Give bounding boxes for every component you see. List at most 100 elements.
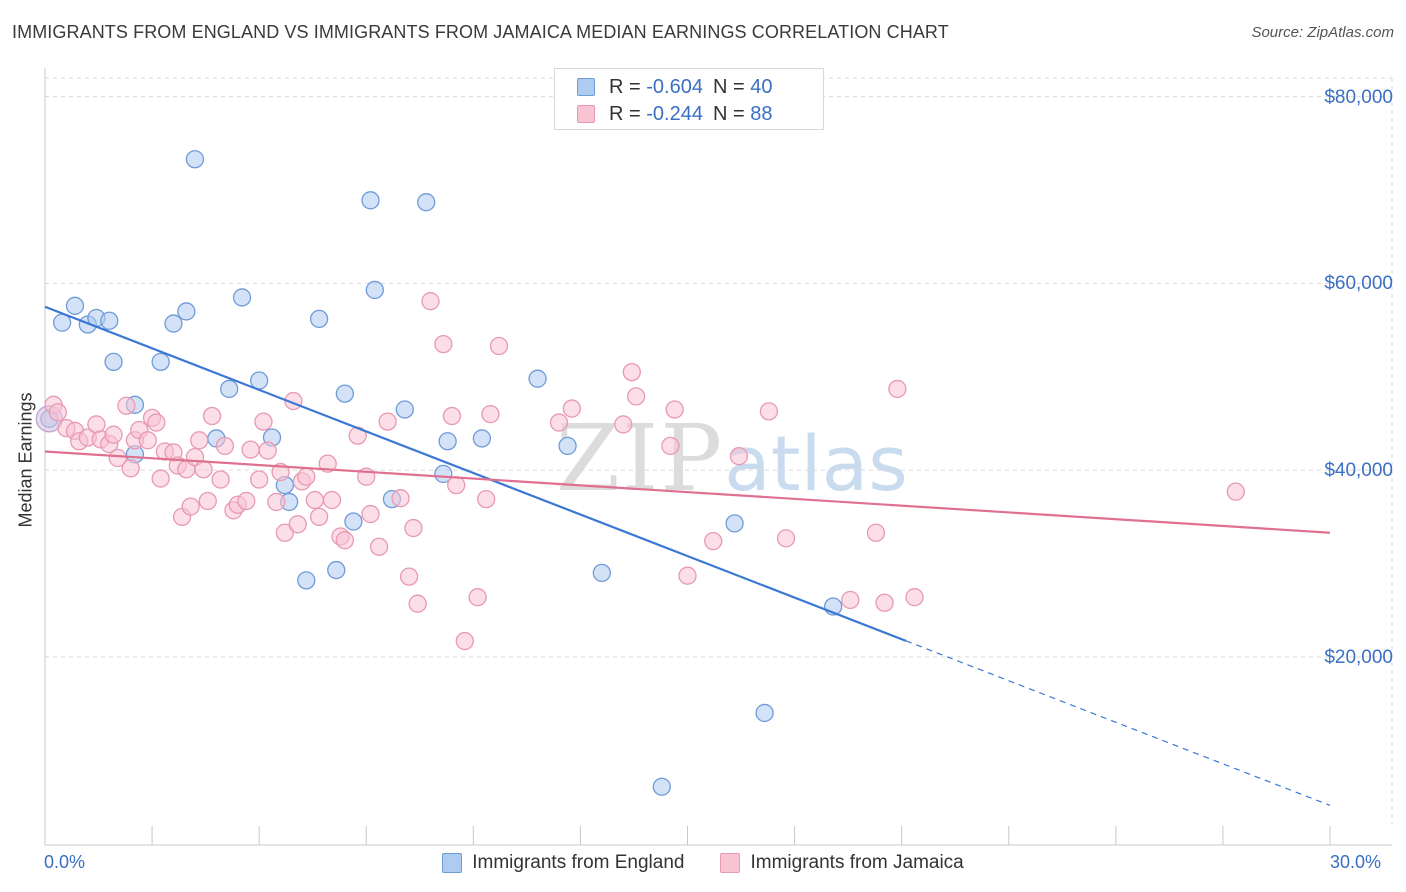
jamaica-point-87 xyxy=(1226,482,1245,501)
jamaica-point-46 xyxy=(305,490,325,510)
jamaica-point-49 xyxy=(322,490,342,510)
stats-row-england: R = -0.604 N = 40 xyxy=(577,74,773,100)
jamaica-r: R = -0.244 xyxy=(609,102,703,125)
jamaica-point-48 xyxy=(318,454,337,473)
jamaica-point-28 xyxy=(198,491,217,511)
england-point-21 xyxy=(309,309,329,329)
jamaica-point-86 xyxy=(905,588,924,607)
jamaica-point-76 xyxy=(665,400,684,419)
jamaica-point-38 xyxy=(258,441,277,460)
jamaica-point-36 xyxy=(250,470,269,489)
england-point-32 xyxy=(472,429,492,448)
jamaica-point-78 xyxy=(704,531,723,551)
source-label: Source: ZipAtlas.com xyxy=(1251,24,1394,41)
y-tick-label-2: $60,000 xyxy=(1324,273,1393,295)
legend-swatch-jamaica xyxy=(720,853,741,873)
jamaica-point-40 xyxy=(271,462,290,482)
jamaica-point-67 xyxy=(477,489,496,509)
jamaica-point-9 xyxy=(104,425,123,444)
jamaica-point-63 xyxy=(442,406,462,426)
england-point-35 xyxy=(592,563,611,583)
jamaica-point-64 xyxy=(447,475,466,495)
england-point-group xyxy=(35,150,843,796)
england-point-24 xyxy=(344,512,363,531)
jamaica-point-68 xyxy=(481,404,500,424)
england-point-10 xyxy=(164,314,183,333)
jamaica-point-80 xyxy=(759,402,779,421)
jamaica-point-82 xyxy=(841,590,860,610)
jamaica-point-35 xyxy=(241,440,260,459)
england-point-20 xyxy=(297,571,316,590)
legend-label-england: Immigrants from England xyxy=(472,852,685,873)
jamaica-point-70 xyxy=(549,413,569,432)
jamaica-point-79 xyxy=(729,447,749,466)
chart-title: IMMIGRANTS FROM ENGLAND VS IMMIGRANTS FR… xyxy=(12,22,949,42)
jamaica-point-17 xyxy=(147,413,166,432)
jamaica-point-62 xyxy=(434,334,453,354)
england-point-15 xyxy=(232,288,252,307)
watermark: ZIPatlas xyxy=(556,405,908,512)
jamaica-point-74 xyxy=(626,387,646,406)
jamaica-point-56 xyxy=(378,412,397,431)
jamaica-point-83 xyxy=(866,523,886,542)
jamaica-n: N = 88 xyxy=(713,102,773,125)
legend-item-jamaica[interactable]: Immigrants from Jamaica xyxy=(720,852,964,874)
england-point-6 xyxy=(104,352,123,372)
jamaica-point-15 xyxy=(138,431,157,450)
england-point-11 xyxy=(177,302,196,321)
england-point-12 xyxy=(185,150,205,169)
england-point-37 xyxy=(755,703,774,723)
jamaica-point-43 xyxy=(288,515,307,534)
england-point-29 xyxy=(417,193,436,212)
jamaica-point-51 xyxy=(335,531,354,550)
y-tick-label-0: $20,000 xyxy=(1324,646,1393,668)
jamaica-point-66 xyxy=(468,588,487,607)
stats-legend: R = -0.604 N = 40 R = -0.244 N = 88 xyxy=(554,68,824,130)
jamaica-point-34 xyxy=(237,491,256,511)
jamaica-point-65 xyxy=(455,631,474,651)
jamaica-point-59 xyxy=(404,518,423,538)
jamaica-point-69 xyxy=(489,336,509,356)
legend-item-england[interactable]: Immigrants from England xyxy=(442,852,684,874)
x-tick-label-min: 0.0% xyxy=(44,852,86,872)
england-point-33 xyxy=(528,369,547,388)
jamaica-point-26 xyxy=(190,431,209,450)
jamaica-point-24 xyxy=(181,497,200,516)
jamaica-point-61 xyxy=(421,292,440,311)
jamaica-point-45 xyxy=(297,467,316,486)
axes xyxy=(44,68,1392,846)
jamaica-point-37 xyxy=(254,412,273,431)
jamaica-point-72 xyxy=(614,415,633,434)
england-point-22 xyxy=(327,560,346,580)
jamaica-point-81 xyxy=(776,529,796,548)
jamaica-swatch xyxy=(577,105,595,123)
england-point-28 xyxy=(395,400,414,419)
y-axis-label: Median Earnings xyxy=(15,392,36,528)
jamaica-point-54 xyxy=(361,504,380,524)
england-n: N = 40 xyxy=(713,75,773,98)
england-point-14 xyxy=(220,379,239,399)
jamaica-point-77 xyxy=(678,566,697,585)
jamaica-point-11 xyxy=(117,396,136,415)
jamaica-point-39 xyxy=(267,492,286,512)
jamaica-point-75 xyxy=(661,436,680,456)
england-point-30 xyxy=(434,464,453,484)
jamaica-point-84 xyxy=(875,593,894,612)
jamaica-point-73 xyxy=(622,362,641,382)
stats-row-jamaica: R = -0.244 N = 88 xyxy=(577,101,773,127)
jamaica-point-31 xyxy=(215,436,235,456)
watermark-atlas: atlas xyxy=(724,419,908,508)
jamaica-point-47 xyxy=(309,507,329,527)
jamaica-point-1 xyxy=(48,403,67,422)
england-swatch xyxy=(577,78,595,96)
jamaica-point-group xyxy=(44,292,1245,651)
y-tick-label-3: $80,000 xyxy=(1324,86,1393,108)
jamaica-point-27 xyxy=(194,460,213,479)
england-point-25 xyxy=(361,191,380,210)
england-point-9 xyxy=(151,352,170,372)
jamaica-point-60 xyxy=(408,594,427,613)
england-trend-extension xyxy=(905,640,1331,806)
england-point-26 xyxy=(365,280,384,300)
jamaica-point-85 xyxy=(888,379,907,399)
